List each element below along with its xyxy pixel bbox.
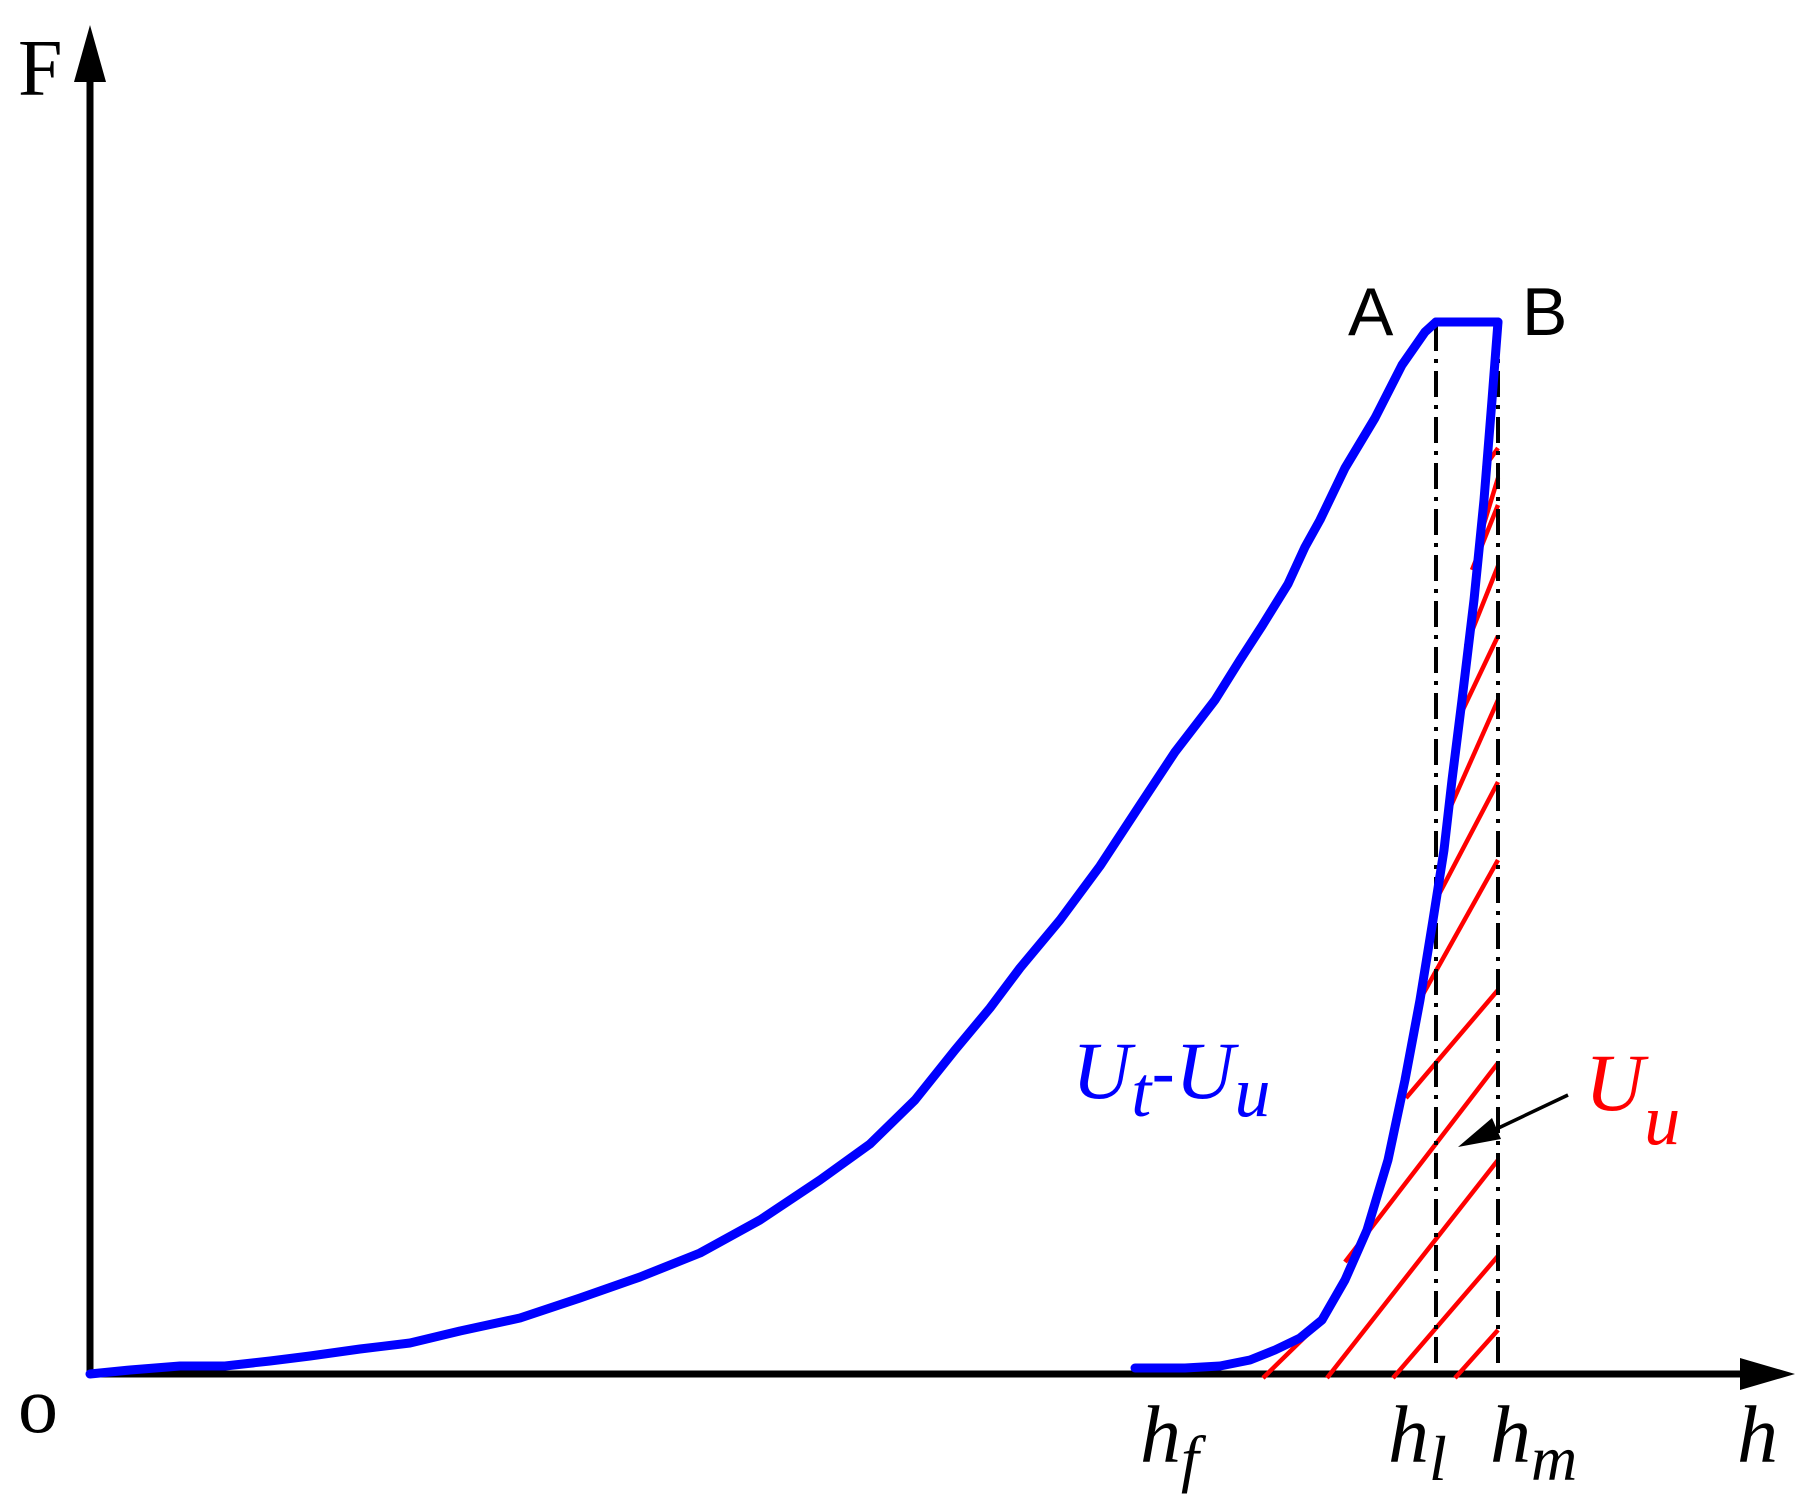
region-label-uu: Uu	[1585, 1037, 1680, 1160]
y-axis-arrowhead	[74, 25, 106, 82]
origin-label: o	[18, 1362, 58, 1450]
hatch-region-uu	[1261, 446, 1501, 1380]
hatch-line	[1404, 988, 1500, 1100]
hatch-line	[1447, 699, 1501, 809]
point-a-label: A	[1348, 274, 1394, 350]
loading-curve	[85, 317, 1441, 1379]
hatch-line	[1391, 1254, 1500, 1380]
tick-hl: hl	[1388, 1389, 1447, 1494]
hatch-line	[1434, 780, 1500, 902]
tick-hm: hm	[1490, 1389, 1577, 1494]
tick-hf: hf	[1140, 1389, 1207, 1494]
hatch-line	[1325, 1158, 1500, 1380]
x-axis-arrowhead	[1740, 1358, 1795, 1390]
unloading-curve	[1130, 317, 1503, 1373]
x-axis-label: h	[1737, 1389, 1778, 1480]
hatch-line	[1453, 1328, 1500, 1380]
uu-pointer-arrowhead	[1458, 1118, 1501, 1147]
region-label-ut-uu: Ut-Uu	[1072, 1025, 1270, 1132]
uu-pointer-line	[1489, 1093, 1569, 1134]
y-axis-label: F	[18, 25, 63, 113]
point-b-label: B	[1522, 274, 1567, 350]
